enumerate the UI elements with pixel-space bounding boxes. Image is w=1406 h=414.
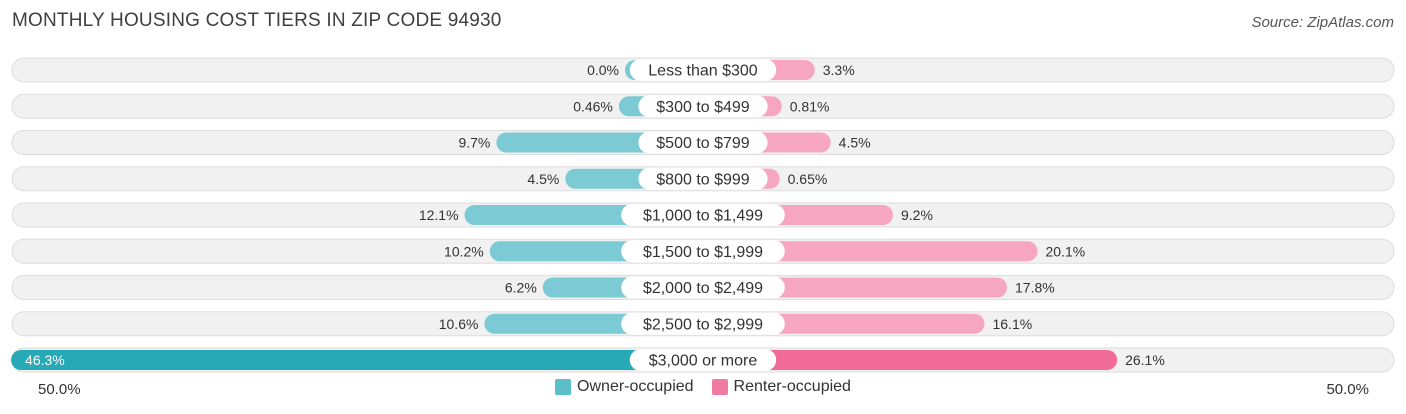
renter-value-label: 0.65% [788, 171, 828, 187]
category-label: $1,500 to $1,999 [643, 244, 763, 261]
category-pill [629, 349, 777, 371]
owner-value-label: 0.0% [587, 62, 619, 78]
renter-bar [703, 350, 1118, 370]
owner-value-label: 10.2% [444, 243, 484, 259]
legend-owner: Owner-occupied [555, 378, 694, 396]
category-label: $800 to $999 [656, 171, 750, 188]
category-pill [638, 167, 768, 190]
owner-bar [11, 350, 703, 370]
renter-bar [703, 241, 1038, 262]
category-pill [638, 95, 768, 118]
category-pill [621, 276, 785, 299]
renter-value-label: 16.1% [992, 316, 1032, 332]
chart-title: MONTHLY HOUSING COST TIERS IN ZIP CODE 9… [12, 10, 502, 31]
category-pill [621, 204, 785, 226]
renter-value-label: 4.5% [839, 135, 871, 151]
renter-value-label: 9.2% [901, 207, 933, 223]
category-label: $2,500 to $2,999 [643, 316, 763, 333]
renter-value-label: 3.3% [823, 62, 855, 78]
owner-value-label: 46.3% [25, 352, 65, 368]
legend-renter-label: Renter-occupied [733, 378, 851, 395]
owner-value-label: 6.2% [505, 280, 537, 296]
axis-left-label: 50.0% [38, 381, 81, 398]
category-pill [638, 131, 768, 154]
category-pill [629, 59, 777, 81]
category-label: $2,000 to $2,499 [643, 280, 763, 297]
owner-value-label: 12.1% [419, 207, 459, 223]
owner-value-label: 4.5% [527, 171, 559, 187]
source-label: Source: ZipAtlas.com [1251, 14, 1394, 31]
renter-value-label: 0.81% [790, 98, 830, 114]
category-label: $1,000 to $1,499 [643, 208, 763, 225]
legend-renter: Renter-occupied [711, 378, 851, 396]
category-label: $300 to $499 [656, 99, 750, 116]
renter-value-label: 20.1% [1046, 243, 1086, 259]
category-label: $500 to $799 [656, 135, 750, 152]
owner-value-label: 10.6% [439, 316, 479, 332]
axis-right-label: 50.0% [1326, 381, 1369, 398]
owner-value-label: 0.46% [573, 98, 613, 114]
legend-owner-swatch [555, 379, 572, 395]
renter-value-label: 26.1% [1125, 352, 1165, 368]
renter-value-label: 17.8% [1015, 280, 1055, 296]
owner-value-label: 9.7% [458, 135, 490, 151]
legend-renter-swatch [711, 379, 728, 395]
category-pill [621, 312, 785, 335]
category-pill [621, 240, 785, 263]
category-label: $3,000 or more [649, 353, 758, 370]
legend-owner-label: Owner-occupied [577, 378, 694, 395]
category-label: Less than $300 [648, 63, 758, 80]
legend: Owner-occupied Renter-occupied [0, 378, 1406, 396]
